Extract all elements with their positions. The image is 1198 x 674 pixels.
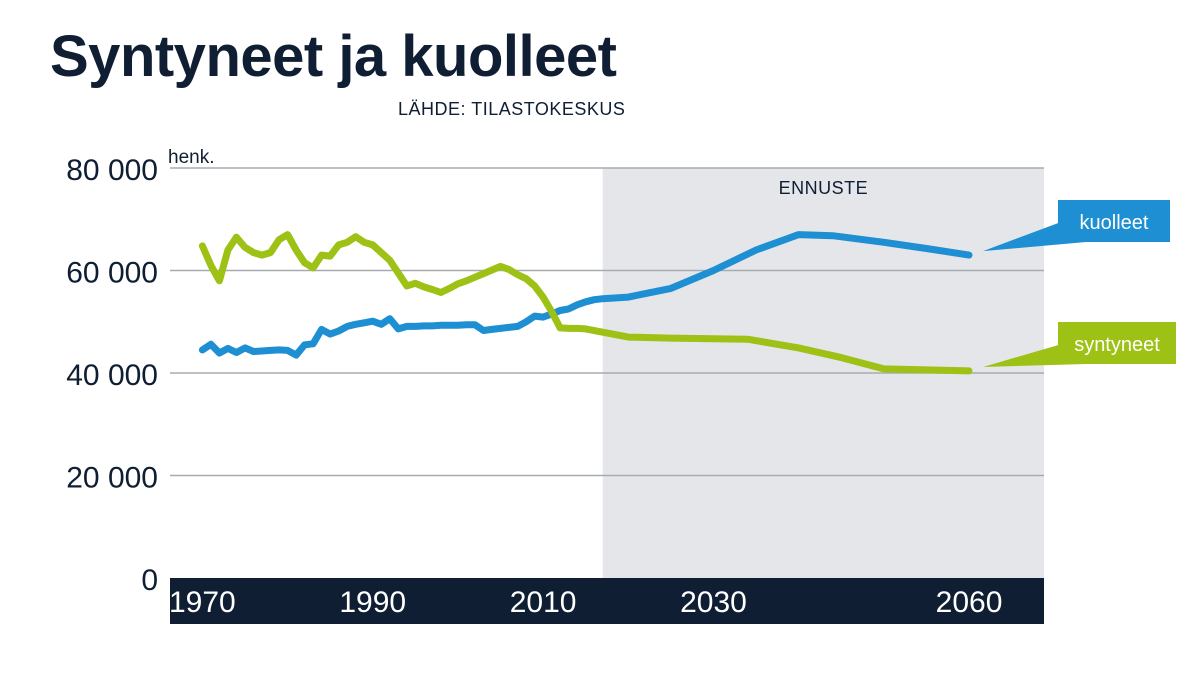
y-tick-labels: 0 20 000 40 000 60 000 80 000 [66,154,158,597]
y-tick-label: 0 [141,564,158,597]
gridlines [170,167,1044,477]
y-tick-label: 40 000 [66,359,158,392]
y-tick-label: 80 000 [66,154,158,187]
series-label-syntyneet: syntyneet [1074,334,1160,356]
series-line-syntyneet [198,231,973,375]
forecast-label: ENNUSTE [779,178,869,198]
x-tick-label: 2060 [936,586,1003,619]
x-tick-label: 1970 [169,586,236,619]
source-label: LÄHDE: TILASTOKESKUS [398,99,626,119]
callout-box [1058,200,1170,242]
x-tick-label: 2030 [680,586,747,619]
y-tick-label: 20 000 [66,462,158,495]
x-tick-label: 1990 [339,586,406,619]
x-axis-bar [170,578,1044,624]
series-line-kuolleet [198,231,973,359]
chart-title: Syntyneet ja kuolleet [50,24,617,89]
y-unit-label: henk. [168,147,214,168]
series-callouts: kuolleet syntyneet [983,200,1176,367]
callout-box [1058,322,1176,364]
series-label-kuolleet: kuolleet [1080,212,1149,234]
series-lines [198,231,973,375]
x-tick-labels: 1970 1990 2010 2030 2060 [169,586,1002,619]
y-tick-label: 60 000 [66,257,158,290]
x-tick-label: 2010 [510,586,577,619]
